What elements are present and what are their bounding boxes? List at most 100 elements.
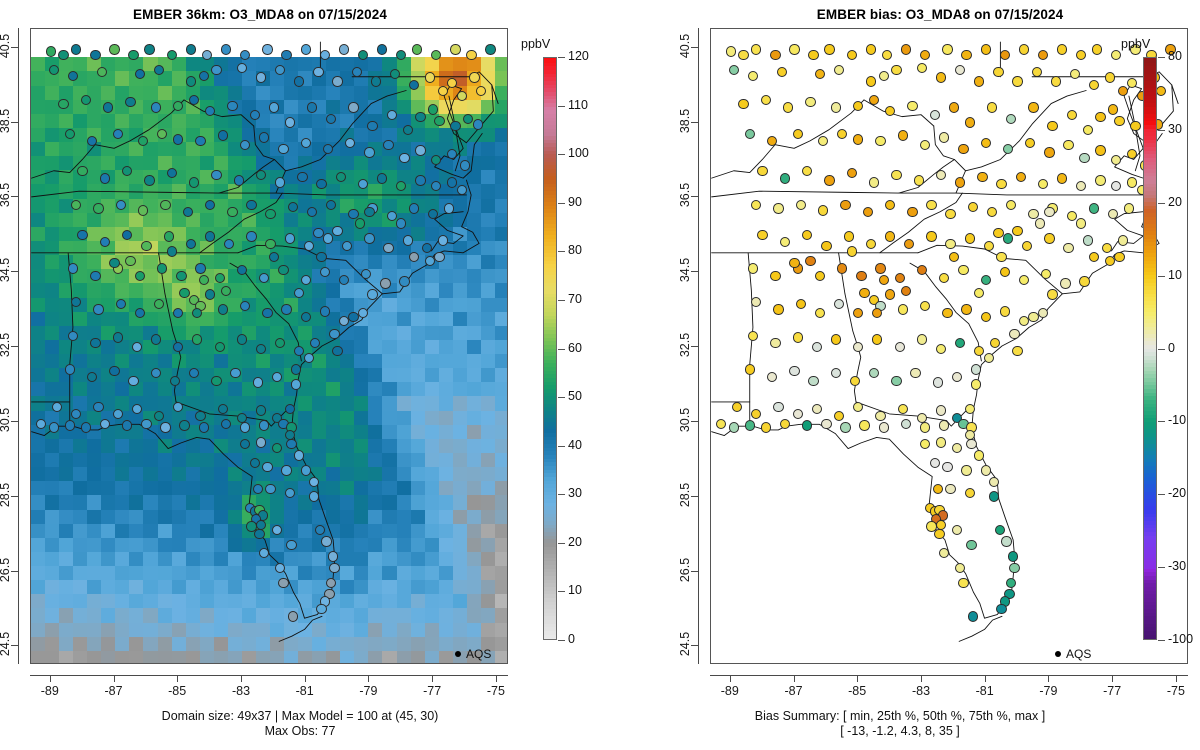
aqs-site-marker bbox=[134, 68, 146, 80]
aqs-site-marker bbox=[357, 308, 369, 319]
aqs-site-marker bbox=[255, 437, 267, 448]
aqs-site-marker bbox=[204, 199, 216, 210]
y-tick bbox=[11, 420, 18, 422]
right-caption-line1: Bias Summary: [ min, 25th %, 50th %, 75t… bbox=[754, 709, 1046, 723]
aqs-bias-marker bbox=[1044, 207, 1055, 218]
y-tick bbox=[11, 645, 18, 647]
aqs-site-marker bbox=[322, 233, 334, 244]
aqs-site-marker bbox=[281, 304, 292, 315]
aqs-site-marker bbox=[125, 255, 136, 267]
aqs-bias-marker bbox=[1111, 154, 1122, 166]
aqs-site-marker bbox=[396, 180, 407, 192]
colorbar-tick-label: 30 bbox=[568, 486, 582, 501]
aqs-site-marker bbox=[265, 209, 276, 220]
aqs-bias-marker bbox=[966, 540, 977, 551]
aqs-site-marker bbox=[383, 242, 394, 254]
aqs-site-marker bbox=[134, 308, 146, 319]
aqs-bias-marker bbox=[805, 96, 816, 108]
aqs-bias-marker bbox=[1076, 50, 1087, 61]
aqs-site-marker bbox=[322, 143, 334, 154]
y-tick bbox=[691, 570, 698, 572]
aqs-site-marker bbox=[157, 128, 168, 139]
aqs-bias-marker bbox=[891, 65, 902, 76]
aqs-site-marker bbox=[294, 345, 305, 356]
aqs-site-marker bbox=[314, 525, 326, 536]
aqs-bias-marker bbox=[884, 289, 896, 300]
aqs-site-marker bbox=[64, 420, 76, 431]
colorbar-tick-label: 40 bbox=[568, 437, 582, 452]
aqs-site-marker bbox=[115, 199, 127, 210]
aqs-site-marker bbox=[198, 70, 209, 81]
aqs-site-marker bbox=[150, 334, 162, 345]
aqs-site-marker bbox=[112, 409, 123, 420]
aqs-site-marker bbox=[67, 330, 79, 341]
aqs-bias-marker bbox=[875, 263, 886, 274]
right-colorbar-strip bbox=[1143, 57, 1157, 640]
aqs-bias-marker bbox=[859, 420, 870, 431]
aqs-site-marker bbox=[472, 119, 483, 130]
x-tick bbox=[432, 675, 434, 682]
x-tick bbox=[1048, 675, 1050, 682]
colorbar-tick-label: 10 bbox=[1168, 267, 1182, 282]
aqs-bias-marker bbox=[932, 484, 944, 495]
aqs-bias-marker bbox=[1006, 113, 1017, 124]
aqs-bias-marker bbox=[1063, 139, 1074, 151]
aqs-site-marker bbox=[428, 209, 439, 220]
aqs-site-marker bbox=[396, 218, 407, 229]
aqs-bias-marker bbox=[1021, 240, 1033, 252]
aqs-site-marker bbox=[329, 562, 340, 573]
aqs-bias-marker bbox=[919, 422, 931, 433]
aqs-bias-marker bbox=[728, 422, 740, 433]
left-map-canvas[interactable] bbox=[30, 28, 508, 664]
aqs-bias-marker bbox=[840, 422, 851, 433]
aqs-site-marker bbox=[249, 109, 260, 121]
aqs-site-marker bbox=[192, 334, 203, 345]
aqs-bias-marker bbox=[837, 263, 848, 274]
aqs-site-marker bbox=[271, 371, 283, 383]
aqs-bias-marker bbox=[1130, 121, 1141, 132]
aqs-bias-marker bbox=[897, 304, 908, 315]
aqs-site-marker bbox=[71, 44, 82, 55]
aqs-bias-marker bbox=[967, 611, 979, 622]
aqs-site-marker bbox=[265, 484, 276, 495]
y-tick bbox=[11, 271, 18, 273]
aqs-bias-marker bbox=[757, 166, 768, 177]
aqs-site-marker bbox=[319, 306, 330, 317]
aqs-site-marker bbox=[475, 85, 487, 96]
aqs-site-marker bbox=[348, 311, 359, 323]
left-colorbar: ppbV 120 110 100 90 80 70 60 50 40 30 20 10 0 bbox=[521, 0, 615, 750]
aqs-bias-marker bbox=[935, 437, 947, 448]
aqs-bias-marker bbox=[808, 375, 819, 386]
colorbar-tick-label: 120 bbox=[568, 49, 589, 63]
aqs-site-marker bbox=[434, 252, 445, 263]
aqs-site-marker bbox=[485, 44, 496, 55]
right-map-canvas[interactable] bbox=[710, 28, 1188, 664]
aqs-bias-marker bbox=[1066, 210, 1077, 222]
colorbar-tick bbox=[558, 591, 565, 593]
x-tick-label: -81 bbox=[975, 684, 994, 698]
aqs-site-marker bbox=[424, 255, 436, 267]
aqs-site-marker bbox=[220, 44, 232, 55]
aqs-site-marker bbox=[217, 304, 228, 315]
aqs-bias-marker bbox=[814, 68, 826, 80]
aqs-bias-marker bbox=[907, 100, 918, 111]
aqs-site-marker bbox=[329, 328, 340, 340]
aqs-site-marker bbox=[367, 289, 378, 300]
aqs-site-marker bbox=[153, 298, 165, 310]
aqs-bias-marker bbox=[977, 171, 988, 182]
aqs-site-marker bbox=[195, 411, 206, 422]
aqs-bias-marker bbox=[945, 484, 956, 495]
right-caption: Bias Summary: [ min, 25th %, 50th %, 75t… bbox=[600, 709, 1200, 739]
aqs-bias-marker bbox=[833, 411, 845, 422]
aqs-bias-marker bbox=[935, 169, 947, 181]
aqs-site-marker bbox=[316, 252, 327, 263]
aqs-bias-marker bbox=[878, 70, 889, 81]
aqs-site-marker bbox=[160, 422, 171, 433]
aqs-site-marker bbox=[268, 102, 279, 113]
aqs-site-marker bbox=[338, 44, 350, 55]
aqs-site-marker bbox=[338, 274, 350, 285]
aqs-bias-marker bbox=[770, 270, 781, 282]
aqs-bias-marker bbox=[738, 50, 749, 61]
aqs-bias-marker bbox=[773, 401, 784, 413]
aqs-bias-marker bbox=[974, 345, 985, 356]
